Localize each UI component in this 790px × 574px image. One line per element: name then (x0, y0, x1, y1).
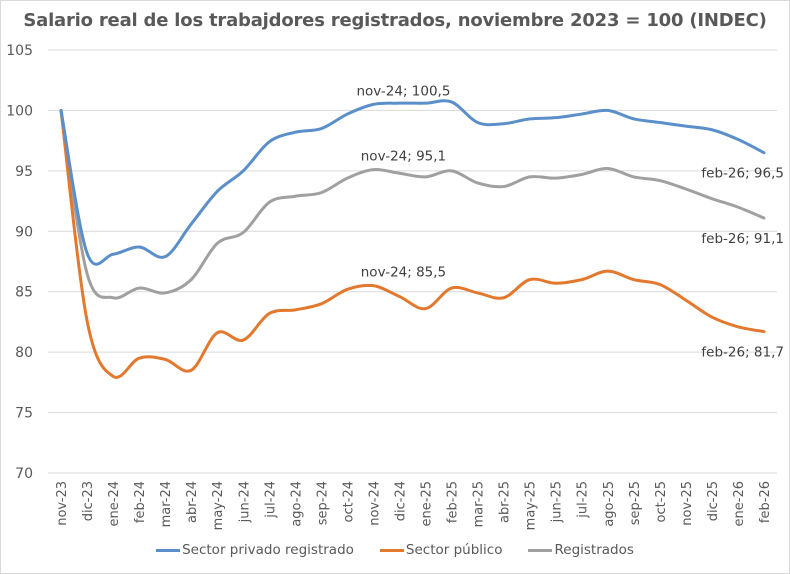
legend-swatch-registrados (528, 548, 553, 552)
series-lines (59, 99, 766, 379)
x-tick-label: oct-25 (654, 481, 669, 522)
x-tick-label: jun-25 (550, 481, 565, 523)
series-line-privado (59, 99, 766, 266)
legend-item-privado[interactable]: Sector privado registrado (156, 542, 354, 558)
x-tick-label: ago-25 (602, 481, 617, 527)
x-tick-label: jul-25 (576, 481, 591, 519)
legend-item-publico[interactable]: Sector público (379, 542, 503, 558)
x-tick-label: mar-25 (472, 481, 487, 527)
x-tick-label: feb-26 (758, 481, 773, 523)
x-tick-label: nov-24 (367, 481, 382, 526)
x-tick-label: dic-24 (393, 481, 408, 521)
x-tick-label: jun-24 (237, 481, 252, 523)
x-axis-ticks: nov-23 dic-23 ene-24 feb-24 mar-24 abr-24 may-… (55, 481, 773, 530)
legend: Sector privado registrado Sector público… (0, 542, 790, 558)
y-tick-label: 75 (15, 406, 33, 422)
y-tick-label: 70 (15, 466, 33, 482)
gridlines (48, 49, 777, 474)
x-tick-label: may-25 (524, 481, 539, 530)
x-tick-label: nov-23 (55, 481, 70, 526)
data-label: nov-24; 85,5 (361, 265, 446, 281)
y-tick-label: 90 (15, 224, 33, 240)
chart-title: Salario real de los trabajdores registra… (23, 10, 767, 31)
data-label: nov-24; 95,1 (361, 149, 446, 165)
x-tick-label: oct-24 (341, 481, 356, 522)
x-tick-label: sep-25 (628, 481, 643, 525)
legend-swatch-privado (156, 548, 181, 552)
data-label: feb-26; 96,5 (701, 166, 784, 182)
y-tick-label: 95 (15, 164, 33, 180)
x-tick-label: feb-24 (133, 481, 148, 523)
x-tick-label: abr-24 (185, 481, 200, 523)
x-tick-label: sep-24 (315, 481, 330, 525)
x-tick-label: may-24 (211, 481, 226, 530)
legend-label-privado: Sector privado registrado (182, 542, 354, 558)
x-tick-label: ene-25 (420, 481, 435, 526)
x-tick-label: dic-25 (706, 481, 721, 521)
data-label: feb-26; 91,1 (701, 231, 784, 247)
data-label: feb-26; 81,7 (701, 345, 784, 361)
legend-label-publico: Sector público (405, 542, 503, 558)
y-tick-label: 100 (6, 103, 33, 119)
y-tick-label: 105 (6, 43, 33, 59)
x-tick-label: dic-23 (81, 481, 96, 521)
legend-label-registrados: Registrados (554, 542, 634, 558)
y-axis-ticks: 70 75 80 85 90 95 100 105 (6, 43, 33, 482)
x-tick-label: ene-26 (732, 481, 747, 526)
x-tick-label: feb-25 (446, 481, 461, 523)
x-tick-label: ene-24 (107, 481, 122, 526)
legend-swatch-publico (379, 548, 404, 552)
data-labels: nov-24; 100,5 feb-26; 96,5 nov-24; 85,5 feb… (356, 83, 784, 360)
y-tick-label: 80 (15, 345, 33, 361)
x-tick-label: nov-25 (680, 481, 695, 526)
x-tick-label: jul-24 (263, 481, 278, 519)
series-line-registrados (59, 108, 766, 300)
x-tick-label: abr-25 (498, 481, 513, 523)
data-label: nov-24; 100,5 (356, 83, 450, 99)
x-tick-label: mar-24 (159, 481, 174, 527)
series-line-publico (59, 108, 766, 379)
x-tick-label: ago-24 (289, 481, 304, 527)
legend-item-registrados[interactable]: Registrados (528, 542, 634, 558)
y-tick-label: 85 (15, 285, 33, 301)
